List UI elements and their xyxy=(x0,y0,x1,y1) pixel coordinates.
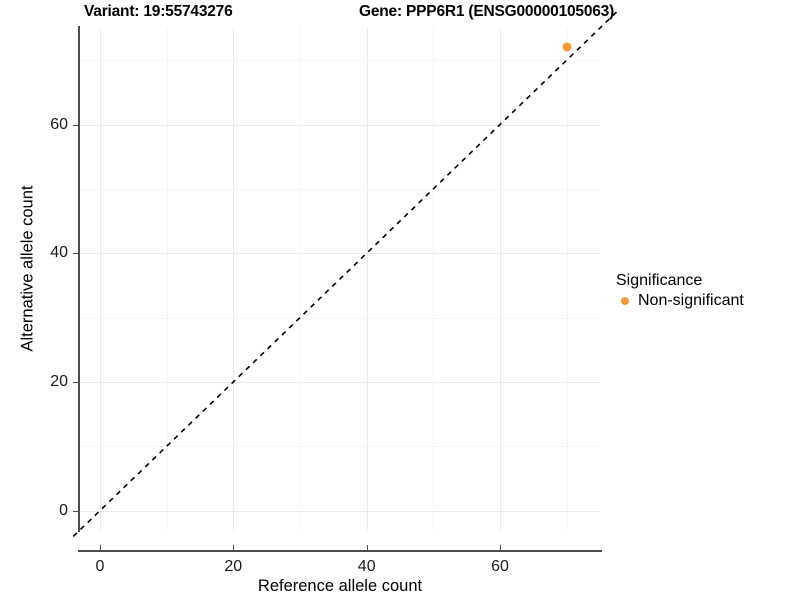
gridline-y-0 xyxy=(80,510,600,512)
y-tick-40 xyxy=(73,253,78,255)
y-tick-20 xyxy=(73,382,78,383)
gridline-x-10 xyxy=(166,28,168,530)
gridline-y-70 xyxy=(80,60,600,62)
plot-panel xyxy=(80,28,600,530)
legend: Significance Non-significant xyxy=(616,272,744,310)
plot-panel-clip xyxy=(80,28,600,530)
gridline-x-40 xyxy=(366,28,368,530)
legend-title: Significance xyxy=(616,272,703,289)
y-tick-label-60: 60 xyxy=(50,115,68,133)
gridline-x-70 xyxy=(566,28,568,530)
legend-dot-icon xyxy=(620,297,629,305)
gridline-x-20 xyxy=(233,28,235,530)
legend-items: Non-significant xyxy=(616,292,744,310)
gridline-y-30 xyxy=(80,317,600,319)
data-point[interactable] xyxy=(562,42,572,52)
x-tick-label-60: 60 xyxy=(491,558,509,575)
gene-title: Gene: PPP6R1 (ENSG00000105063) xyxy=(359,3,615,20)
x-tick-60 xyxy=(500,545,501,550)
x-tick-label-40: 40 xyxy=(357,558,376,575)
x-tick-0 xyxy=(100,545,101,550)
gridline-y-50 xyxy=(80,188,600,190)
x-axis-title: Reference allele count xyxy=(257,577,423,595)
gridline-x-60 xyxy=(500,28,501,530)
legend-item-0[interactable]: Non-significant xyxy=(616,292,744,310)
x-tick-20 xyxy=(233,545,235,550)
y-axis-title: Alternative allele count xyxy=(18,185,37,352)
gridline-y-20 xyxy=(80,382,600,383)
y-tick-0 xyxy=(73,510,78,512)
legend-key-icon xyxy=(616,293,633,310)
gridline-y-40 xyxy=(80,253,600,255)
x-tick-label-0: 0 xyxy=(95,558,105,575)
gridline-x-50 xyxy=(433,28,435,530)
variant-title: Variant: 19:55743276 xyxy=(84,3,233,20)
gridline-x-0 xyxy=(100,28,101,530)
x-tick-40 xyxy=(366,545,368,550)
gridline-x-30 xyxy=(300,28,301,530)
y-tick-label-20: 20 xyxy=(50,373,68,390)
x-axis-line xyxy=(78,550,602,552)
y-tick-label-0: 0 xyxy=(59,501,68,519)
y-axis-line xyxy=(78,26,80,532)
legend-item-label: Non-significant xyxy=(638,292,744,309)
gridline-y-60 xyxy=(80,124,600,126)
gridline-y-10 xyxy=(80,446,600,448)
y-tick-60 xyxy=(73,124,78,126)
y-tick-label-40: 40 xyxy=(50,244,68,262)
x-tick-label-20: 20 xyxy=(224,558,243,575)
